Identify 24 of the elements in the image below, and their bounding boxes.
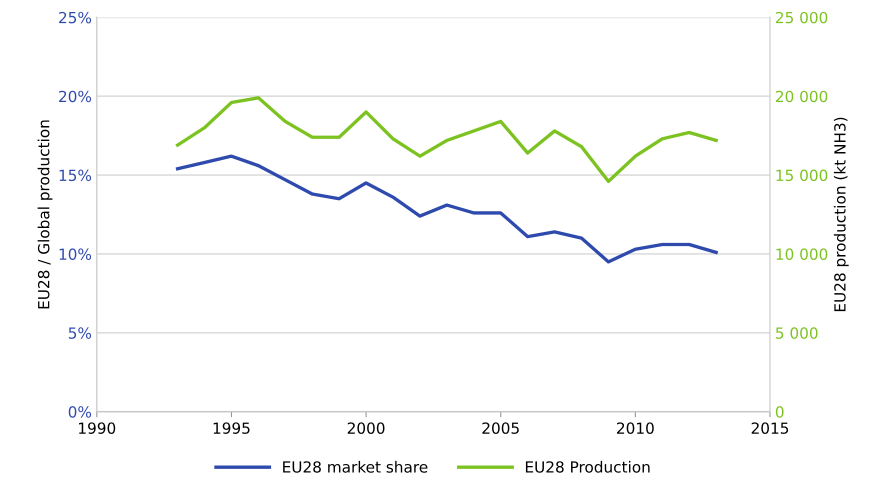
x-tick-label: 1990 [79, 422, 116, 434]
line-series [176, 96, 718, 184]
y2-tick-label: 15 000 [776, 170, 828, 182]
y-tick-label: 0% [68, 406, 92, 418]
y2-tick-label: 0 [776, 406, 784, 418]
line-series [176, 154, 718, 264]
x-tick-label: 1995 [214, 422, 250, 434]
y-axis-title: EU28 / Global production [38, 120, 52, 308]
x-tick-label: 2000 [348, 422, 385, 434]
y-tick-label: 20% [59, 90, 92, 102]
y2-tick-label: 5 000 [776, 327, 818, 339]
x-tick-label: 2015 [752, 422, 788, 434]
y-tick-label: 5% [68, 327, 92, 339]
y-tick-label: 25% [59, 12, 92, 24]
legend-label: EU28 market share [283, 460, 428, 473]
y2-tick-label: 20 000 [776, 90, 828, 102]
y2-tick-label: 25 000 [776, 12, 828, 24]
x-tick-label: 2010 [617, 422, 654, 434]
legend-label: EU28 Production [526, 460, 650, 473]
y-tick-label: 10% [60, 248, 92, 260]
y-tick-label: 15% [60, 170, 92, 182]
x-tick-label: 2005 [482, 422, 519, 434]
y2-axis-title: EU28 production (kt NH3) [834, 118, 849, 312]
y2-tick-label: 10 000 [776, 248, 828, 260]
